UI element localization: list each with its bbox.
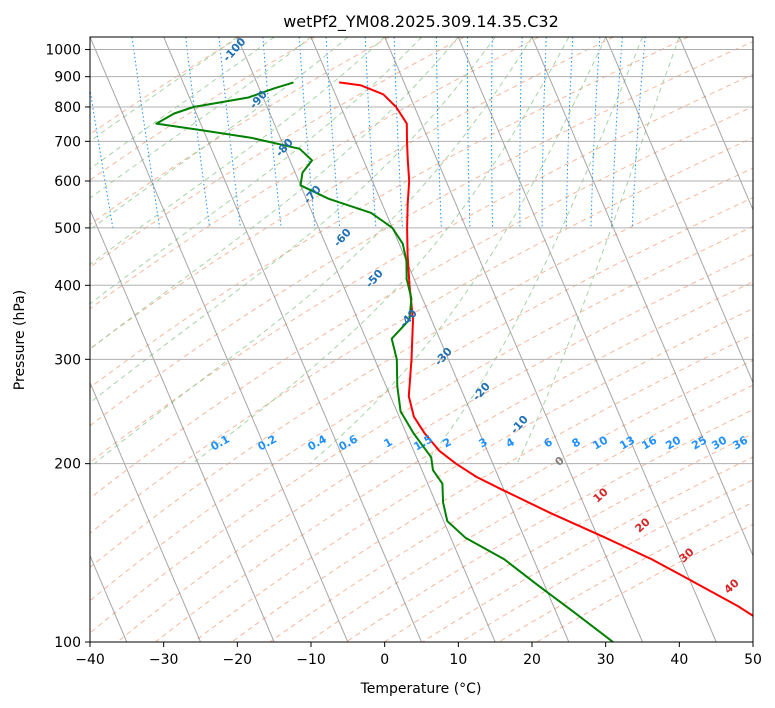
moist-adiabat-line — [192, 37, 570, 465]
y-tick-label: 600 — [54, 174, 81, 190]
x-tick-label: −30 — [149, 652, 179, 668]
dry-adiabat-line — [384, 432, 753, 642]
dry-adiabat-line — [90, 37, 390, 226]
moist-adiabat-line — [90, 37, 312, 199]
y-tick-label: 100 — [54, 635, 81, 651]
x-tick-label: 10 — [449, 652, 467, 668]
x-tick-label: 50 — [744, 652, 762, 668]
moist-adiabat-line — [90, 37, 459, 350]
x-tick-label: 20 — [523, 652, 541, 668]
dry-adiabat-line — [90, 225, 753, 634]
x-tick-label: 0 — [380, 652, 389, 668]
x-tick-label: −40 — [75, 652, 105, 668]
background-lines — [90, 37, 753, 642]
y-tick-label: 900 — [54, 70, 81, 86]
dewpoint-profile-line — [155, 81, 614, 642]
skewed-isotherm-line — [384, 37, 643, 642]
dry-adiabat-line — [90, 40, 753, 427]
mixing-ratio-line — [298, 37, 316, 228]
chart-title: wetPf2_YM08.2025.309.14.35.C32 — [283, 12, 559, 32]
skewed-isotherm-line — [605, 37, 753, 384]
x-axis-title: Temperature (°C) — [360, 681, 482, 697]
x-tick-label: −20 — [223, 652, 253, 668]
dry-adiabat-line — [117, 253, 753, 642]
skewed-isotherm-line — [90, 381, 201, 642]
mixing-ratio-line — [90, 86, 114, 228]
skewed-isotherm-line — [678, 37, 753, 212]
dry-adiabat-line — [498, 501, 753, 642]
skewed-isotherm-line — [163, 37, 422, 642]
skewed-isotherm-line — [310, 37, 570, 642]
skewed-isotherm-line — [90, 208, 275, 642]
dry-adiabat-line — [536, 523, 753, 642]
y-tick-label: 800 — [54, 100, 81, 116]
dry-adiabat-line — [269, 359, 753, 642]
dry-adiabat-line — [155, 281, 753, 642]
moist-adiabat-line — [90, 37, 238, 142]
skewed-isotherm-line — [531, 37, 753, 557]
dry-adiabat-line — [90, 106, 753, 499]
dry-adiabat-line — [307, 384, 753, 642]
moist-adiabat-line — [516, 37, 680, 464]
moist-adiabat-line — [309, 37, 607, 465]
skewed-isotherm-line — [457, 37, 717, 642]
moist-adiabat-line — [90, 37, 386, 266]
moist-adiabat-line — [90, 37, 422, 305]
y-axis-title: Pressure (hPa) — [12, 290, 28, 390]
moist-adiabat-line — [93, 37, 533, 465]
x-tick-label: 40 — [670, 652, 688, 668]
temperature-profile-line — [339, 81, 753, 618]
x-tick-label: 30 — [597, 652, 615, 668]
mixing-ratio-line — [262, 37, 282, 228]
mixing-ratio-line — [218, 37, 241, 228]
dry-adiabat-line — [193, 308, 753, 642]
x-axis: −40 −30 −20 −10 0 10 20 30 40 50 — [75, 642, 762, 668]
x-tick-label: −10 — [296, 652, 326, 668]
plot-frame — [89, 36, 754, 643]
y-tick-label: 700 — [54, 134, 81, 150]
moist-adiabat-line — [424, 37, 643, 465]
skewed-isotherm-line — [90, 37, 349, 642]
dry-adiabat-line — [90, 37, 315, 181]
y-axis: 100 200 300 400 500 600 700 800 900 1000 — [45, 43, 90, 651]
y-tick-label: 300 — [54, 352, 81, 368]
skewed-isotherm-line — [236, 37, 496, 642]
mixing-ratio-line — [185, 37, 211, 228]
series-group — [155, 81, 753, 642]
y-tick-label: 400 — [54, 278, 81, 294]
y-tick-label: 200 — [54, 457, 81, 473]
dry-adiabat-line — [90, 73, 753, 464]
dry-adiabat-line — [422, 456, 753, 642]
mixing-ratio-line — [631, 37, 646, 228]
dry-adiabat-line — [90, 37, 689, 389]
y-tick-label: 500 — [54, 221, 81, 237]
y-tick-label: 1000 — [45, 43, 81, 59]
